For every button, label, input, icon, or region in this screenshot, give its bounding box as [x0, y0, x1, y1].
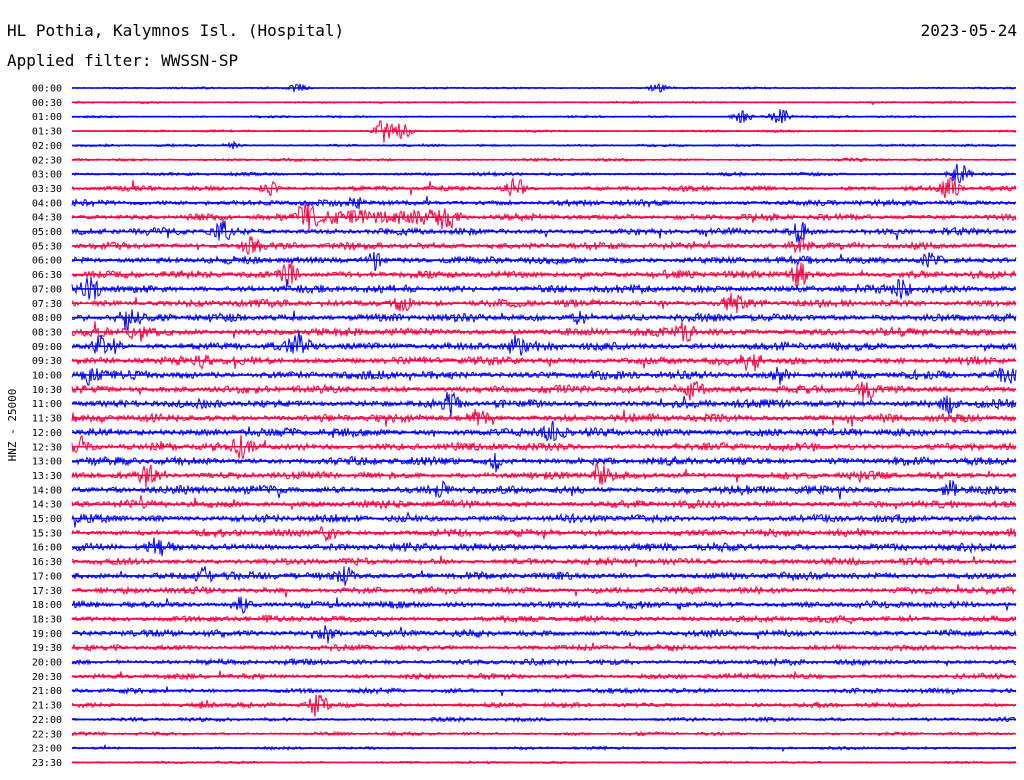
trace-line [72, 236, 1017, 256]
time-tick-label: 11:00 [32, 399, 62, 410]
trace-line [71, 526, 1017, 543]
time-tick-label: 17:30 [32, 586, 62, 597]
time-tick-label: 14:30 [32, 500, 62, 511]
time-tick-label: 21:30 [32, 701, 62, 712]
time-tick-label: 03:30 [32, 184, 62, 195]
time-tick-label: 12:30 [32, 442, 62, 453]
trace-line [71, 354, 1017, 372]
trace-line [71, 670, 1017, 682]
time-tick-label: 10:00 [32, 371, 62, 382]
trace-line [71, 251, 1017, 272]
time-tick-label: 16:30 [32, 557, 62, 568]
time-tick-label: 08:30 [32, 327, 62, 338]
time-tick-label: 12:00 [32, 428, 62, 439]
y-axis-label: HNZ - 25000 [6, 389, 19, 462]
time-tick-label: 03:00 [32, 170, 62, 181]
trace-line [71, 462, 1017, 488]
time-tick-label: 19:30 [32, 643, 62, 654]
plot-date: 2023-05-24 [920, 21, 1017, 40]
trace-line [71, 380, 1017, 402]
time-tick-label: 14:00 [32, 485, 62, 496]
time-tick-label: 18:30 [32, 614, 62, 625]
time-tick-label: 09:30 [32, 356, 62, 367]
trace-line [71, 330, 1017, 356]
time-tick-label: 18:00 [32, 600, 62, 611]
time-tick-label: 13:00 [32, 457, 62, 468]
time-tick-label: 05:30 [32, 241, 62, 252]
time-tick-label: 20:00 [32, 658, 62, 669]
time-tick-label: 13:30 [32, 471, 62, 482]
time-tick-label: 15:00 [32, 514, 62, 525]
trace-line [71, 452, 1017, 473]
trace-line [71, 625, 1017, 644]
trace-line [71, 321, 1017, 343]
time-tick-label: 23:30 [32, 758, 62, 769]
time-tick-label: 16:00 [32, 543, 62, 554]
trace-line [71, 420, 1017, 442]
filter-label: Applied filter: WWSSN-SP [7, 51, 239, 70]
trace-line [71, 613, 1017, 625]
time-tick-label: 07:30 [32, 299, 62, 310]
time-tick-label: 10:30 [32, 385, 62, 396]
station-title: HL Pothia, Kalymnos Isl. (Hospital) [7, 21, 345, 40]
trace-line [71, 510, 1017, 528]
trace-line [71, 366, 1017, 386]
time-tick-label: 05:00 [32, 227, 62, 238]
trace-line [71, 309, 1017, 333]
time-tick-label: 06:00 [32, 256, 62, 267]
time-tick-label: 00:30 [32, 98, 62, 109]
time-tick-label: 21:00 [32, 686, 62, 697]
time-tick-label: 01:30 [32, 127, 62, 138]
time-tick-label: 22:30 [32, 729, 62, 740]
time-tick-label: 04:00 [32, 198, 62, 209]
time-tick-label: 11:30 [32, 414, 62, 425]
time-tick-label: 02:00 [32, 141, 62, 152]
time-tick-label: 02:30 [32, 155, 62, 166]
time-tick-label: 22:00 [32, 715, 62, 726]
time-tick-label: 23:00 [32, 744, 62, 755]
time-tick-label: 09:00 [32, 342, 62, 353]
trace-line [71, 642, 1017, 653]
trace-line [71, 495, 1017, 511]
time-tick-label: 20:30 [32, 672, 62, 683]
time-tick-label: 07:00 [32, 284, 62, 295]
time-tick-label: 17:00 [32, 571, 62, 582]
time-tick-label: 04:30 [32, 213, 62, 224]
trace-line [71, 163, 1017, 184]
time-tick-label: 01:00 [32, 112, 62, 123]
trace-line [71, 203, 1017, 232]
time-tick-label: 15:30 [32, 528, 62, 539]
time-tick-label: 06:30 [32, 270, 62, 281]
time-tick-label: 08:00 [32, 313, 62, 324]
time-tick-label: 00:00 [32, 84, 62, 95]
time-tick-label: 19:00 [32, 629, 62, 640]
